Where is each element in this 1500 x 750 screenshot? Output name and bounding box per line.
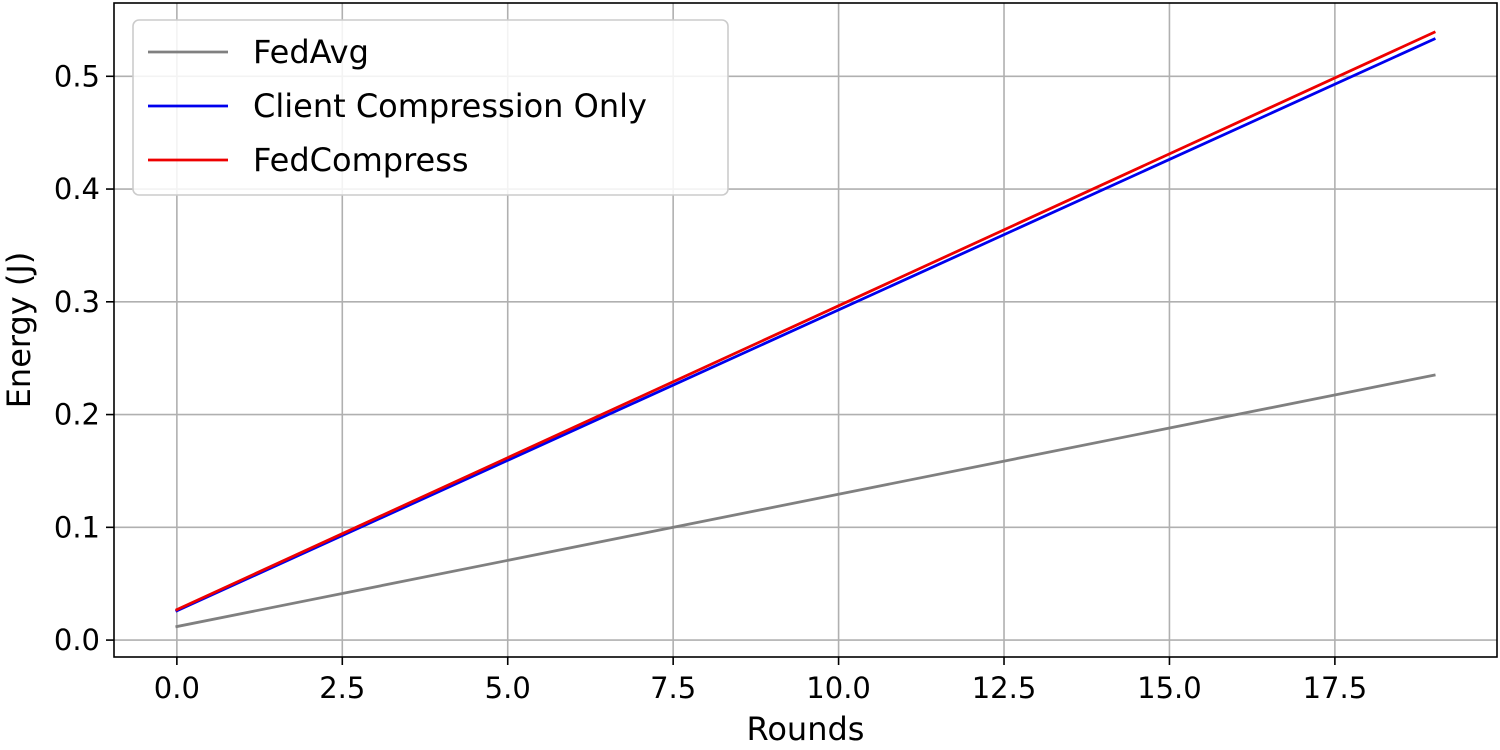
- x-tick-label: 17.5: [1303, 671, 1368, 705]
- legend-label: FedAvg: [253, 33, 369, 71]
- x-tick-label: 12.5: [972, 671, 1037, 705]
- y-tick-label: 0.0: [54, 623, 100, 657]
- y-tick-label: 0.3: [54, 285, 100, 319]
- series-line-3: [175, 30, 1436, 612]
- series-lines: [175, 30, 1436, 629]
- x-tick-label: 2.5: [319, 671, 365, 705]
- series-line-1: [175, 373, 1436, 629]
- x-tick-label: 5.0: [485, 671, 531, 705]
- y-axis-label: Energy (J): [0, 252, 38, 409]
- series-line-2: [175, 37, 1436, 613]
- y-tick-label: 0.5: [54, 59, 100, 93]
- x-axis-label: Rounds: [747, 710, 865, 748]
- legend-label: FedCompress: [253, 141, 469, 179]
- x-tick-label: 10.0: [806, 671, 871, 705]
- legend-box: [132, 19, 729, 196]
- x-tick-label: 15.0: [1137, 671, 1202, 705]
- legend: FedAvg Client Compression Only FedCompress: [132, 19, 729, 196]
- legend-label: Client Compression Only: [253, 87, 647, 125]
- plot-frame: [113, 2, 1498, 658]
- x-tick-label: 0.0: [154, 671, 200, 705]
- axis-ticks: 0.0 2.5 5.0 7.5 10.0 12.5 15.0 17.5 0.0 0.1 0.2 0.3…: [54, 59, 1367, 705]
- grid: [114, 3, 1497, 657]
- y-tick-label: 0.4: [54, 172, 100, 206]
- y-tick-label: 0.2: [54, 398, 100, 432]
- y-tick-label: 0.1: [54, 510, 100, 544]
- x-tick-label: 7.5: [650, 671, 696, 705]
